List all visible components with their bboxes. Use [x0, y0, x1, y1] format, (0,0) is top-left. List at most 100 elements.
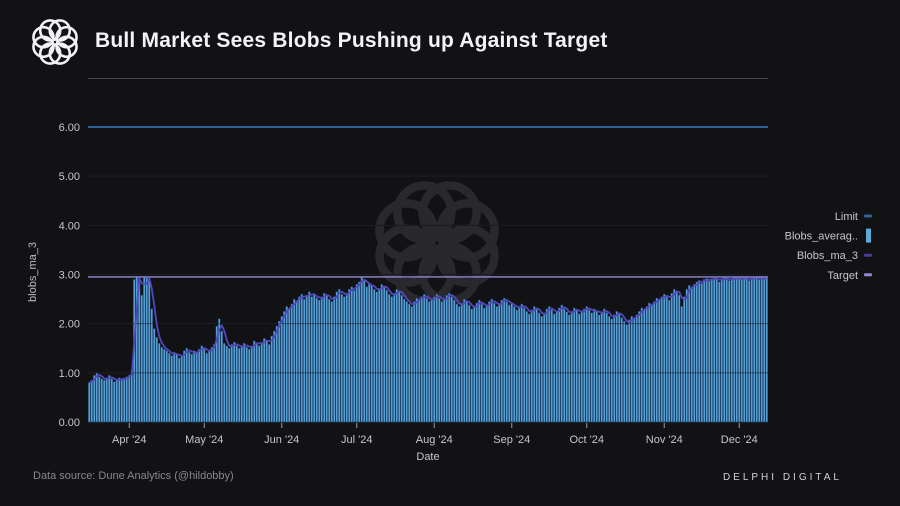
bar — [660, 296, 663, 423]
bar — [482, 307, 486, 423]
bar — [335, 291, 338, 423]
legend: Limit Blobs_averag.. Blobs_ma_3 Target — [785, 211, 872, 282]
bar — [575, 309, 578, 423]
bar — [228, 347, 231, 423]
bar — [475, 302, 478, 423]
bar — [275, 325, 278, 423]
blobs-ma3-line — [88, 276, 767, 384]
bar — [282, 311, 286, 423]
legend-item-target[interactable]: Target — [827, 270, 872, 282]
bar — [542, 312, 546, 423]
bar — [153, 328, 156, 423]
bar — [467, 304, 471, 423]
bar — [497, 303, 501, 423]
bar — [272, 330, 276, 423]
y-axis: 0.00 1.00 2.00 3.00 4.00 5.00 6.00 — [59, 122, 80, 429]
delphi-digital-wordmark: DELPHI DIGITAL — [722, 472, 842, 483]
x-axis-title: Date — [416, 451, 439, 463]
bar — [760, 277, 763, 423]
bar — [215, 325, 219, 423]
bar — [158, 343, 161, 423]
bar — [705, 278, 708, 423]
bar — [572, 307, 576, 423]
bar — [690, 287, 693, 423]
bar — [505, 301, 508, 423]
bar — [700, 283, 703, 423]
bar — [367, 283, 371, 423]
legend-label[interactable]: Limit — [835, 211, 858, 223]
bar — [535, 308, 538, 423]
legend-item-blobs-ma-3[interactable]: Blobs_ma_3 — [797, 250, 872, 262]
legend-label[interactable]: Blobs_averag.. — [785, 231, 858, 243]
bar — [582, 308, 586, 423]
bar — [327, 298, 331, 423]
bar — [517, 306, 521, 423]
bar — [372, 288, 376, 423]
legend-item-limit[interactable]: Limit — [835, 211, 872, 223]
y-tick-label: 3.00 — [59, 270, 80, 282]
bar — [260, 342, 263, 423]
watermark-knot-logo — [375, 181, 499, 305]
bar — [183, 350, 186, 423]
bar — [155, 337, 159, 423]
bar — [460, 302, 463, 423]
legend-label[interactable]: Target — [827, 270, 858, 282]
bar — [537, 312, 541, 423]
blobs-average-bars — [88, 276, 768, 423]
bar — [233, 342, 236, 423]
legend-dash-marker-icon — [864, 273, 872, 277]
bar — [100, 378, 104, 423]
bar — [627, 319, 631, 423]
bar — [300, 293, 303, 423]
x-tick-label: May '24 — [185, 434, 223, 446]
bar — [225, 345, 229, 423]
bar — [667, 299, 671, 423]
bar — [330, 301, 333, 423]
bar — [632, 318, 636, 423]
legend-item-blobs-averag-[interactable]: Blobs_averag.. — [785, 228, 871, 243]
bar — [130, 370, 134, 423]
bar — [377, 287, 381, 423]
bar — [437, 297, 441, 423]
y-tick-label: 4.00 — [59, 220, 80, 232]
bar — [200, 345, 204, 423]
bar — [297, 296, 301, 423]
bar — [740, 279, 743, 423]
y-tick-label: 5.00 — [59, 171, 80, 183]
legend-dash-marker-icon — [864, 214, 872, 218]
bar — [597, 314, 601, 423]
bar — [95, 372, 99, 423]
bar — [530, 309, 533, 423]
bar — [287, 308, 291, 423]
bar — [552, 313, 556, 423]
bar — [325, 294, 328, 423]
bar — [365, 286, 368, 423]
bar — [755, 278, 758, 423]
bar — [98, 376, 101, 423]
bar — [707, 280, 711, 423]
x-axis: Apr '24 May '24 Jun '24 Jul '24 Aug '24 Sep '… — [112, 423, 758, 446]
bar — [612, 314, 616, 423]
bar — [340, 293, 343, 423]
bar — [747, 280, 751, 423]
bar — [532, 306, 536, 423]
bar — [128, 374, 131, 423]
bar — [168, 352, 171, 423]
bar — [118, 377, 121, 423]
bar — [465, 301, 468, 423]
bar — [230, 344, 234, 423]
bar — [103, 379, 106, 423]
bar — [495, 306, 498, 423]
bar — [397, 291, 401, 423]
bar — [595, 311, 598, 423]
bar — [510, 302, 513, 423]
bar — [735, 278, 738, 423]
bar — [722, 277, 726, 423]
bar — [337, 288, 341, 423]
bar — [715, 279, 718, 423]
bar — [717, 281, 721, 423]
legend-label[interactable]: Blobs_ma_3 — [797, 250, 858, 262]
x-tick-label: Dec '24 — [721, 434, 758, 446]
bar — [622, 320, 626, 423]
bar — [173, 351, 176, 423]
